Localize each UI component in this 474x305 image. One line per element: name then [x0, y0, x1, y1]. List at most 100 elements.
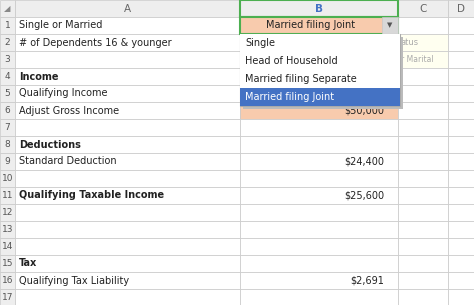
- Bar: [243, 37, 403, 109]
- Text: $24,400: $24,400: [344, 156, 384, 167]
- Bar: [240, 52, 400, 70]
- Bar: [240, 70, 400, 88]
- Bar: [448, 136, 474, 153]
- Text: # of Dependents 16 & younger: # of Dependents 16 & younger: [19, 38, 172, 48]
- Text: Married filing Joint: Married filing Joint: [245, 92, 334, 102]
- Text: C: C: [419, 3, 427, 13]
- Text: Income: Income: [19, 71, 58, 81]
- Text: 13: 13: [2, 225, 13, 234]
- Bar: [0, 187, 15, 204]
- Text: $2,691: $2,691: [350, 275, 384, 285]
- Text: B: B: [315, 3, 323, 13]
- Text: Single or Married: Single or Married: [19, 20, 102, 31]
- Text: ◢: ◢: [4, 4, 11, 13]
- Bar: [0, 0, 15, 17]
- Bar: [240, 272, 398, 289]
- Bar: [448, 68, 474, 85]
- Text: 11: 11: [2, 191, 13, 200]
- Bar: [240, 0, 398, 17]
- Bar: [15, 238, 240, 255]
- Bar: [15, 170, 240, 187]
- Text: Qualifying Taxable Income: Qualifying Taxable Income: [19, 191, 164, 200]
- Bar: [240, 88, 400, 106]
- Bar: [240, 17, 398, 34]
- Text: r Marital: r Marital: [401, 55, 434, 64]
- Text: $50,000: $50,000: [344, 106, 384, 116]
- Bar: [448, 255, 474, 272]
- Text: Adjust Gross Income: Adjust Gross Income: [19, 106, 119, 116]
- Bar: [398, 119, 448, 136]
- Text: Tax: Tax: [19, 259, 37, 268]
- Text: Single: Single: [245, 38, 275, 48]
- Bar: [448, 289, 474, 305]
- Text: 4: 4: [5, 72, 10, 81]
- Text: atus: atus: [401, 38, 419, 47]
- Bar: [0, 221, 15, 238]
- Bar: [240, 68, 398, 85]
- Bar: [15, 17, 240, 34]
- Text: 17: 17: [2, 293, 13, 302]
- Text: Married filing Joint: Married filing Joint: [265, 20, 355, 31]
- Text: Married filing Joint: Married filing Joint: [266, 20, 356, 31]
- Bar: [398, 34, 448, 51]
- Bar: [15, 204, 240, 221]
- Bar: [448, 102, 474, 119]
- Bar: [240, 85, 398, 102]
- Text: 10: 10: [2, 174, 13, 183]
- Bar: [398, 204, 448, 221]
- Bar: [240, 136, 398, 153]
- Text: 15: 15: [2, 259, 13, 268]
- Bar: [448, 153, 474, 170]
- Bar: [0, 272, 15, 289]
- Bar: [240, 238, 398, 255]
- Bar: [240, 289, 398, 305]
- Text: Married filing Separate: Married filing Separate: [245, 74, 357, 84]
- Bar: [448, 0, 474, 17]
- Bar: [398, 51, 448, 68]
- Bar: [15, 255, 240, 272]
- Text: Standard Deduction: Standard Deduction: [19, 156, 117, 167]
- Bar: [398, 153, 448, 170]
- Bar: [15, 68, 240, 85]
- Polygon shape: [392, 96, 398, 102]
- Text: ▼: ▼: [387, 23, 392, 28]
- Text: 2: 2: [5, 38, 10, 47]
- Text: 7: 7: [5, 123, 10, 132]
- Bar: [398, 0, 448, 17]
- Bar: [0, 238, 15, 255]
- Bar: [448, 17, 474, 34]
- Bar: [15, 272, 240, 289]
- Bar: [0, 170, 15, 187]
- Bar: [398, 102, 448, 119]
- Bar: [240, 153, 398, 170]
- Bar: [0, 204, 15, 221]
- Bar: [0, 34, 15, 51]
- Bar: [15, 102, 240, 119]
- Bar: [448, 34, 474, 51]
- Bar: [398, 187, 448, 204]
- Bar: [398, 238, 448, 255]
- Bar: [15, 51, 240, 68]
- Text: Qualifying Income: Qualifying Income: [19, 88, 108, 99]
- Text: 5: 5: [5, 89, 10, 98]
- Bar: [398, 272, 448, 289]
- Bar: [240, 0, 398, 17]
- Bar: [240, 170, 398, 187]
- Text: Qualifying Tax Liability: Qualifying Tax Liability: [19, 275, 129, 285]
- Bar: [382, 17, 398, 34]
- Bar: [448, 170, 474, 187]
- Text: 14: 14: [2, 242, 13, 251]
- Bar: [0, 17, 15, 34]
- Bar: [0, 136, 15, 153]
- Text: 16: 16: [2, 276, 13, 285]
- Bar: [448, 221, 474, 238]
- Bar: [398, 68, 448, 85]
- Bar: [240, 51, 398, 68]
- Bar: [15, 85, 240, 102]
- Bar: [0, 68, 15, 85]
- Bar: [398, 255, 448, 272]
- Text: $50,000: $50,000: [344, 88, 384, 99]
- Bar: [240, 255, 398, 272]
- Bar: [398, 289, 448, 305]
- Bar: [0, 51, 15, 68]
